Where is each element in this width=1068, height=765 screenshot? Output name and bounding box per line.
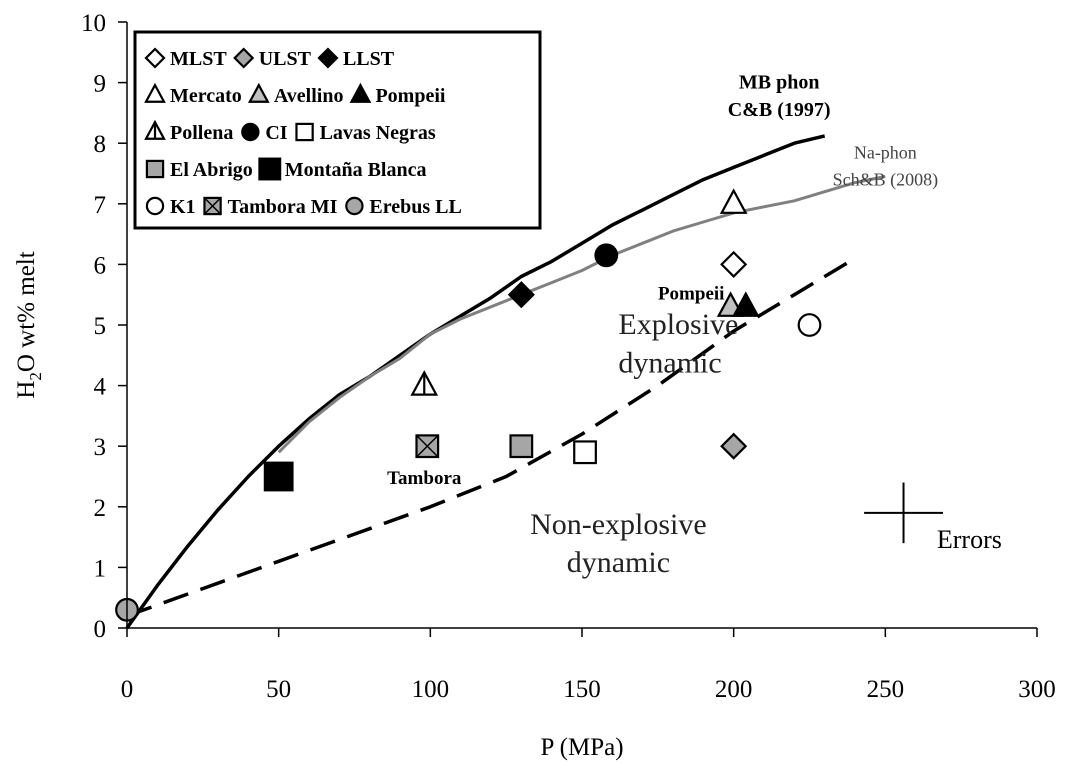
data-point-el-abrigo [509,434,534,459]
legend-marker-montana-blanca [258,157,282,181]
data-points-layer [115,188,822,622]
legend-label-avellino: Avellino [274,85,344,107]
data-point-ulst [720,432,748,460]
legend-label-erebus-ll: Erebus LL [369,196,461,218]
y-tick-label: 2 [94,495,107,522]
annotation-explosive-2: dynamic [618,346,721,379]
x-tick-label: 300 [1018,676,1056,703]
y-tick-label: 3 [94,434,107,461]
legend-frame [133,30,542,230]
legend-label-el-abrigo: El Abrigo [170,159,253,181]
data-point-montana-blanca [263,461,294,492]
legend-label-mercato: Mercato [170,85,242,107]
y-tick-label: 10 [81,10,106,37]
annotation-nonexplosive-2: dynamic [567,546,670,579]
legend-label-k1: K1 [170,196,196,218]
annotation-na-phon-2: Sch&B (2008) [833,170,939,191]
legend-marker-mercato [144,82,166,103]
y-tick-label: 1 [94,555,107,582]
x-tick-label: 250 [867,676,905,703]
y-tick-label: 7 [94,192,107,219]
ticks-layer: 0 50 100 150 200 250 300 0 1 2 3 4 5 6 7 8 9 10 [81,10,1056,703]
annotation-errors: Errors [937,525,1002,554]
legend-label-ulst: ULST [259,48,312,70]
legend-label-pollena: Pollena [170,122,233,144]
legend-marker-k1 [145,196,165,216]
legend-marker-avellino [247,82,270,103]
legend-marker-tambora-mi [203,196,222,216]
data-point-lavas-negras [573,440,597,465]
x-tick-label: 200 [715,676,753,703]
data-point-pollena [410,370,439,396]
legend-marker-el-abrigo [145,159,165,179]
x-tick-label: 50 [266,676,291,703]
annotation-pompeii: Pompeii [658,284,725,305]
legend-marker-ci [241,122,260,142]
data-point-llst [507,281,535,309]
y-tick-label: 0 [94,616,107,643]
annotation-tambora: Tambora [387,468,462,489]
curve-boundary [126,256,856,618]
legend-marker-erebus-ll [345,196,364,216]
x-tick-label: 0 [121,676,134,703]
annotation-mb-phon-2: C&B (1997) [728,99,831,121]
legend-marker-llst [317,47,339,69]
y-tick-label: 5 [94,313,107,340]
annotation-nonexplosive-1: Non-explosive [530,508,707,541]
curve-na-phon [277,175,886,454]
data-point-k1 [797,313,822,337]
data-point-mlst [720,250,748,278]
y-axis-title: H2O wt% melt [13,251,45,398]
legend-label-tambora-mi: Tambora MI [228,196,338,218]
legend-label-pompeii: Pompeii [375,85,445,107]
y-tick-label: 8 [94,131,107,158]
annotation-mb-phon-1: MB phon [739,72,820,94]
y-tick-label: 9 [94,71,107,98]
annotation-explosive-1: Explosive [618,308,738,341]
legend-marker-ulst [233,47,255,69]
curves-layer [125,134,886,630]
y-tick-label: 6 [94,252,107,279]
y-tick-label: 4 [94,374,107,401]
legend-marker-mlst [144,47,166,69]
legend-marker-pompeii [349,82,372,103]
curve-mb-phon [125,134,826,630]
x-tick-label: 150 [563,676,601,703]
legend-label-ci: CI [265,122,287,144]
data-point-ci [594,243,619,268]
annotations-layer: MB phon C&B (1997) Na-phon Sch&B (2008) … [387,72,1002,580]
error-bar-layer [864,482,943,544]
annotation-na-phon-1: Na-phon [854,142,917,162]
legend-marker-lavas-negras [295,122,314,142]
data-point-pompeii [731,291,760,317]
legend-label-lavas-negras: Lavas Negras [320,122,436,144]
legend-marker-pollena [144,119,166,140]
legend: MLST ULST LLST Mercato Avellino Pompeii Pollen… [133,30,542,230]
x-axis-title: P (MPa) [540,734,623,761]
legend-label-mlst: MLST [170,48,227,70]
legend-label-llst: LLST [343,48,395,70]
data-point-tambora-mi [415,434,440,459]
legend-label-montana-blanca: Montaña Blanca [285,159,427,181]
data-point-mercato [719,188,748,214]
x-tick-label: 100 [412,676,450,703]
